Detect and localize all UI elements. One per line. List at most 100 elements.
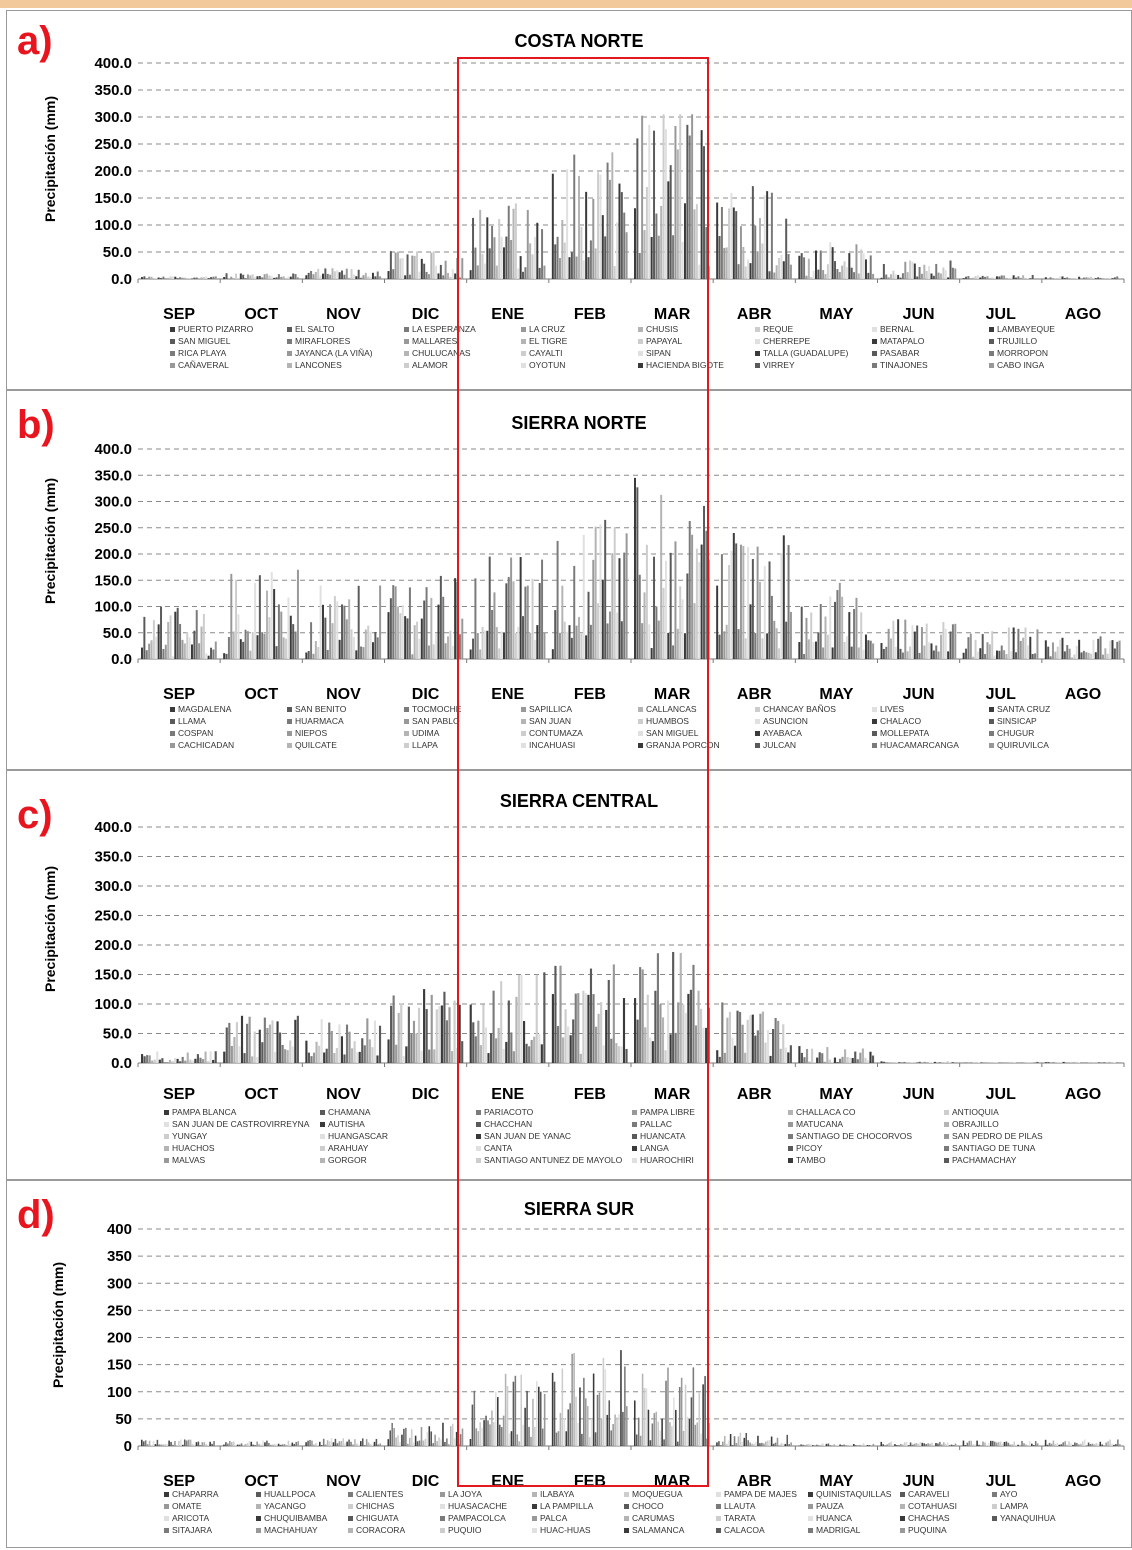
bar xyxy=(1094,278,1097,279)
bar xyxy=(618,1414,620,1446)
bar xyxy=(993,277,996,279)
bar xyxy=(1076,1442,1078,1446)
bar xyxy=(807,639,810,659)
bar xyxy=(363,1445,366,1446)
x-tick-label: MAY xyxy=(819,1473,853,1490)
bar xyxy=(387,271,390,279)
bar xyxy=(343,605,346,659)
bar xyxy=(294,631,297,659)
bar xyxy=(538,582,541,659)
bar xyxy=(838,582,841,659)
legend-swatch xyxy=(632,1145,637,1151)
bar xyxy=(277,274,280,279)
bar xyxy=(180,1439,182,1446)
bar xyxy=(403,1428,405,1446)
bar xyxy=(733,1436,736,1446)
bar xyxy=(756,1030,759,1063)
legend-swatch xyxy=(476,1121,481,1127)
bar xyxy=(573,565,576,659)
bar xyxy=(575,1396,577,1446)
legend-item: CHACCHAN xyxy=(476,1118,632,1130)
bar xyxy=(747,546,750,659)
bar xyxy=(191,1060,194,1063)
bar xyxy=(512,1051,515,1063)
bar xyxy=(561,1368,564,1446)
bar xyxy=(168,1440,170,1446)
bar xyxy=(559,1413,562,1446)
bar xyxy=(543,1393,546,1446)
bar xyxy=(143,1056,146,1063)
legend-item: SAN PABLO xyxy=(404,715,521,727)
legend-label: HUARMACA xyxy=(295,716,344,726)
bar xyxy=(1111,640,1114,659)
y-tick-label: 350.0 xyxy=(94,849,132,866)
bar xyxy=(613,266,616,279)
bar xyxy=(319,585,322,659)
bar xyxy=(412,1020,416,1063)
bar xyxy=(761,1011,765,1063)
bar xyxy=(869,1051,872,1063)
bar xyxy=(952,1445,955,1446)
bar xyxy=(1080,652,1083,659)
legend: PUERTO PIZARRO EL SALTO LA ESPERANZA LA CRU… xyxy=(170,323,1106,371)
bar xyxy=(376,637,379,659)
bar xyxy=(360,646,363,659)
bar xyxy=(406,618,409,659)
bar xyxy=(287,276,290,279)
bar xyxy=(775,265,778,279)
bar xyxy=(256,1441,258,1446)
bar xyxy=(142,1441,145,1446)
bar xyxy=(785,218,788,279)
bar xyxy=(937,272,940,279)
bar xyxy=(965,648,968,659)
bar xyxy=(777,1020,780,1063)
y-tick-label: 50 xyxy=(115,1411,132,1428)
legend-label: MACHAHUAY xyxy=(264,1525,318,1535)
bar xyxy=(841,596,844,659)
bar xyxy=(442,275,445,279)
bar xyxy=(943,1062,947,1063)
bar xyxy=(884,1445,886,1446)
bar xyxy=(1012,275,1015,279)
bar xyxy=(674,125,677,279)
bar xyxy=(582,260,585,279)
bar xyxy=(379,585,382,659)
bar xyxy=(458,277,461,279)
bar xyxy=(479,1422,481,1446)
x-tick-label: FEB xyxy=(574,686,606,703)
legend-label: CHAPARRA xyxy=(172,1489,219,1499)
bar xyxy=(410,1429,413,1446)
panel-label: c) xyxy=(17,793,53,837)
bar xyxy=(263,633,266,659)
bar xyxy=(920,627,923,659)
bar xyxy=(1095,1443,1098,1446)
bar xyxy=(538,1033,541,1063)
bar xyxy=(643,230,646,279)
bar xyxy=(974,1444,976,1446)
bar xyxy=(154,1444,157,1446)
bar xyxy=(566,631,569,659)
bar xyxy=(1017,276,1020,279)
legend-item: SAN BENITO xyxy=(287,703,404,715)
bar xyxy=(397,1012,400,1063)
legend-swatch xyxy=(164,1121,169,1127)
bar xyxy=(817,632,820,659)
bar xyxy=(770,192,773,279)
panel-label: d) xyxy=(17,1193,55,1237)
legend-swatch xyxy=(287,326,292,332)
legend-label: LAMPA xyxy=(1000,1501,1029,1511)
legend-label: HUACHOS xyxy=(172,1143,215,1153)
legend-label: BERNAL xyxy=(880,324,915,334)
bar xyxy=(1025,1444,1027,1446)
x-tick-label: NOV xyxy=(326,686,361,703)
bar xyxy=(345,619,348,659)
bar xyxy=(676,1441,679,1446)
bar xyxy=(476,265,479,279)
bar xyxy=(362,275,365,279)
bar xyxy=(636,1019,639,1063)
bar xyxy=(341,270,344,279)
bar xyxy=(854,1051,857,1063)
bar xyxy=(900,1443,902,1446)
bar xyxy=(270,276,273,279)
bar xyxy=(312,653,315,659)
